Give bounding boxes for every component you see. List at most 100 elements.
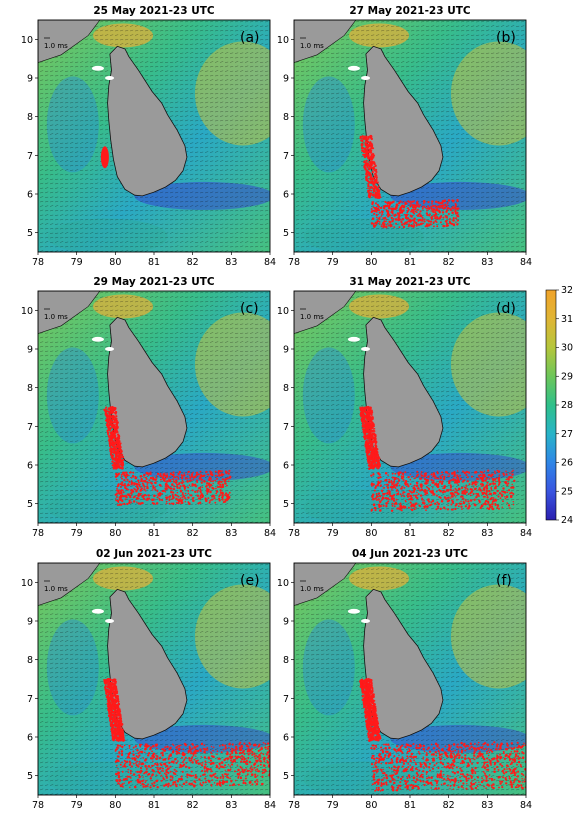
colorbar-tick-label: 28 <box>561 400 573 411</box>
x-tick-label: 84 <box>520 528 532 539</box>
panel-label: (e) <box>240 573 260 589</box>
west-coast-cool <box>46 347 99 444</box>
x-tick-label: 79 <box>327 528 339 539</box>
x-tick-label: 81 <box>148 528 160 539</box>
warm-water-ne <box>450 41 526 146</box>
y-tick-label: 5 <box>283 228 289 239</box>
particle-cloud <box>359 677 526 792</box>
y-tick-label: 6 <box>27 190 33 201</box>
shoal <box>105 347 115 351</box>
sri-lanka-landmass <box>107 588 188 740</box>
shoal <box>105 76 115 80</box>
colorbar-tick-label: 26 <box>561 458 573 469</box>
x-tick-label: 82 <box>187 800 199 811</box>
sri-lanka-landmass <box>107 45 188 197</box>
warm-water-palk <box>349 294 410 319</box>
india-coast <box>38 20 101 63</box>
panel-title: 04 Jun 2021-23 UTC <box>352 548 468 560</box>
sri-lanka-landmass <box>363 316 444 468</box>
panel-label: (f) <box>496 573 512 589</box>
reference-vector-label: 1.0 ms <box>44 585 68 593</box>
colorbar: 32 31 30 29 28 27 26 25 24 <box>545 285 573 526</box>
x-tick-label: 82 <box>443 800 455 811</box>
warm-water-palk <box>93 23 154 48</box>
y-tick-label: 8 <box>283 655 289 666</box>
india-coast <box>38 291 101 334</box>
y-tick-label: 10 <box>21 578 33 589</box>
adams-bridge-shoal <box>91 65 104 71</box>
x-tick-label: 84 <box>520 257 532 268</box>
x-tick-label: 81 <box>148 257 160 268</box>
y-tick-label: 8 <box>283 383 289 394</box>
x-tick-label: 83 <box>481 528 493 539</box>
reference-vector-label: 1.0 ms <box>300 313 324 321</box>
panel-title: 02 Jun 2021-23 UTC <box>96 548 212 560</box>
colorbar-scale <box>545 289 557 521</box>
y-tick-label: 10 <box>277 306 289 317</box>
x-tick-label: 84 <box>264 528 276 539</box>
panel-title: 27 May 2021-23 UTC <box>349 5 471 17</box>
x-tick-label: 78 <box>288 257 300 268</box>
x-tick-label: 79 <box>327 257 339 268</box>
y-tick-label: 9 <box>283 74 289 85</box>
adams-bridge-shoal <box>347 336 360 342</box>
y-tick-label: 8 <box>27 655 33 666</box>
warm-water-palk <box>93 294 154 319</box>
y-tick-label: 7 <box>283 422 289 433</box>
y-tick-label: 7 <box>27 422 33 433</box>
y-tick-label: 5 <box>283 499 289 510</box>
x-tick-label: 83 <box>481 257 493 268</box>
y-tick-label: 7 <box>27 151 33 162</box>
y-tick-label: 9 <box>283 617 289 628</box>
warm-water-ne <box>450 312 526 417</box>
sri-lanka-landmass <box>363 45 444 197</box>
x-tick-label: 78 <box>32 257 44 268</box>
y-tick-label: 6 <box>27 733 33 744</box>
x-tick-label: 84 <box>520 800 532 811</box>
x-tick-label: 83 <box>481 800 493 811</box>
y-tick-label: 7 <box>283 694 289 705</box>
particle-cloud <box>100 146 109 169</box>
reference-vector-label: 1.0 ms <box>300 585 324 593</box>
x-tick-label: 80 <box>365 528 377 539</box>
x-tick-label: 79 <box>71 528 83 539</box>
panel-title: 29 May 2021-23 UTC <box>93 276 215 288</box>
x-tick-label: 79 <box>71 257 83 268</box>
y-tick-label: 6 <box>283 190 289 201</box>
adams-bridge-shoal <box>347 65 360 71</box>
x-tick-label: 80 <box>365 800 377 811</box>
warm-water-palk <box>93 566 154 591</box>
panel-title: 25 May 2021-23 UTC <box>93 5 215 17</box>
y-tick-label: 8 <box>27 112 33 123</box>
panel-label: (c) <box>240 301 259 317</box>
y-tick-label: 9 <box>27 617 33 628</box>
x-tick-label: 84 <box>264 800 276 811</box>
x-tick-label: 78 <box>32 800 44 811</box>
x-tick-label: 84 <box>264 257 276 268</box>
particle-cloud <box>103 405 232 506</box>
shoal <box>361 347 371 351</box>
particle-cloud <box>359 405 516 512</box>
colorbar-tick-label: 25 <box>561 486 573 497</box>
sri-lanka-landmass <box>363 588 444 740</box>
x-tick-label: 81 <box>148 800 160 811</box>
reference-vector-label: 1.0 ms <box>300 42 324 50</box>
shoal <box>105 619 115 623</box>
y-tick-label: 10 <box>277 578 289 589</box>
particle-source <box>100 146 109 169</box>
x-tick-label: 80 <box>109 257 121 268</box>
colorbar-tick-label: 31 <box>561 314 573 325</box>
sri-lanka-landmass <box>107 316 188 468</box>
x-tick-label: 82 <box>187 257 199 268</box>
adams-bridge-shoal <box>347 608 360 614</box>
y-tick-label: 9 <box>283 345 289 356</box>
x-tick-label: 82 <box>443 257 455 268</box>
x-tick-label: 78 <box>288 800 300 811</box>
south-band <box>47 218 168 252</box>
cold-tongue <box>134 181 270 210</box>
x-tick-label: 83 <box>225 528 237 539</box>
